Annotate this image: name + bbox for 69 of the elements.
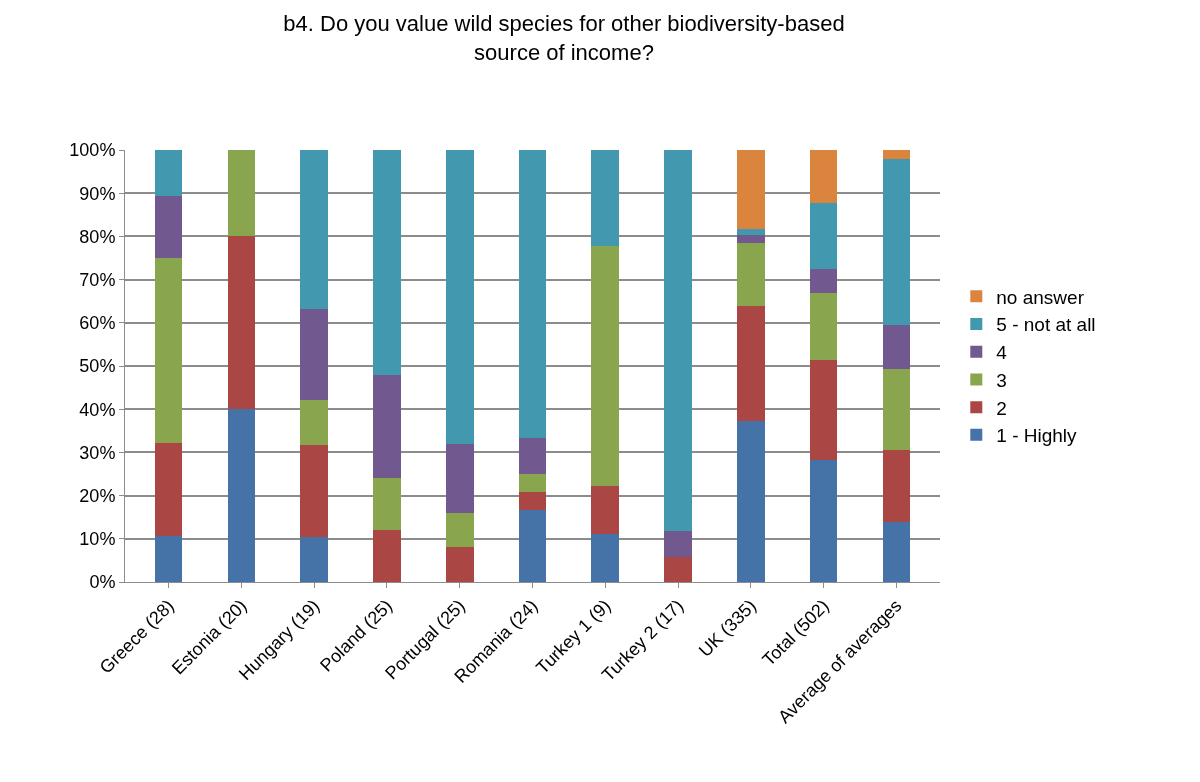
bar [736, 421, 765, 582]
bar [518, 509, 547, 582]
bar [809, 459, 838, 582]
bar [518, 437, 547, 474]
y-tick-label: 60% [79, 313, 116, 334]
bar [591, 486, 620, 535]
bar [664, 150, 692, 532]
y-tick-label: 40% [79, 399, 116, 420]
bar [882, 150, 911, 159]
y-tick-label: 90% [79, 183, 116, 204]
bar [227, 236, 256, 410]
bar [882, 449, 911, 522]
legend-label: no answer [996, 286, 1085, 308]
bar [445, 443, 474, 513]
bar [154, 443, 183, 536]
y-tick-label: 100% [69, 140, 116, 161]
bar [518, 491, 547, 510]
chart-title: b4. Do you value wild species for other biodiversity-based source of income? [283, 11, 845, 65]
bar [882, 324, 911, 370]
bar [591, 534, 620, 582]
y-tick-label: 0% [89, 572, 116, 593]
bar [664, 556, 692, 582]
bar [736, 150, 765, 229]
bar [809, 293, 838, 361]
bar [373, 530, 401, 582]
bar [736, 228, 765, 235]
bar [300, 536, 329, 582]
bar [518, 150, 547, 438]
bar [518, 473, 547, 492]
bar [154, 535, 183, 582]
bar [736, 234, 765, 244]
bar [591, 245, 620, 487]
bar [445, 547, 474, 582]
bar [227, 409, 256, 582]
bar [373, 478, 401, 531]
bar [809, 202, 838, 269]
bar [300, 308, 329, 401]
bar [664, 531, 692, 557]
legend-label: 5 - not at all [996, 314, 1096, 336]
y-tick-label: 50% [79, 356, 116, 377]
y-tick-label: 80% [79, 226, 116, 247]
bar [154, 150, 183, 197]
legend-label: 4 [996, 342, 1008, 364]
bar [373, 374, 401, 479]
bar [300, 150, 329, 309]
bar [809, 268, 838, 294]
legend-label: 3 [996, 369, 1007, 391]
bar [809, 360, 838, 460]
bar [736, 305, 765, 422]
bar [736, 243, 765, 306]
bar [809, 150, 838, 203]
bar [227, 150, 256, 237]
bar [591, 150, 620, 246]
y-tick-label: 10% [79, 529, 116, 550]
legend-label: 2 [996, 397, 1007, 419]
y-tick-label: 20% [79, 485, 116, 506]
bar [882, 521, 911, 582]
y-tick-label: 70% [79, 269, 116, 290]
y-tick-label: 30% [79, 442, 116, 463]
bar [300, 445, 329, 537]
legend-label: 1 - Highly [996, 425, 1078, 447]
bar [300, 400, 329, 446]
bar [445, 512, 474, 548]
bar [373, 150, 401, 375]
bar [882, 369, 911, 450]
bar [154, 258, 183, 444]
bar [445, 150, 474, 444]
bar [154, 196, 183, 258]
bar [882, 158, 911, 325]
